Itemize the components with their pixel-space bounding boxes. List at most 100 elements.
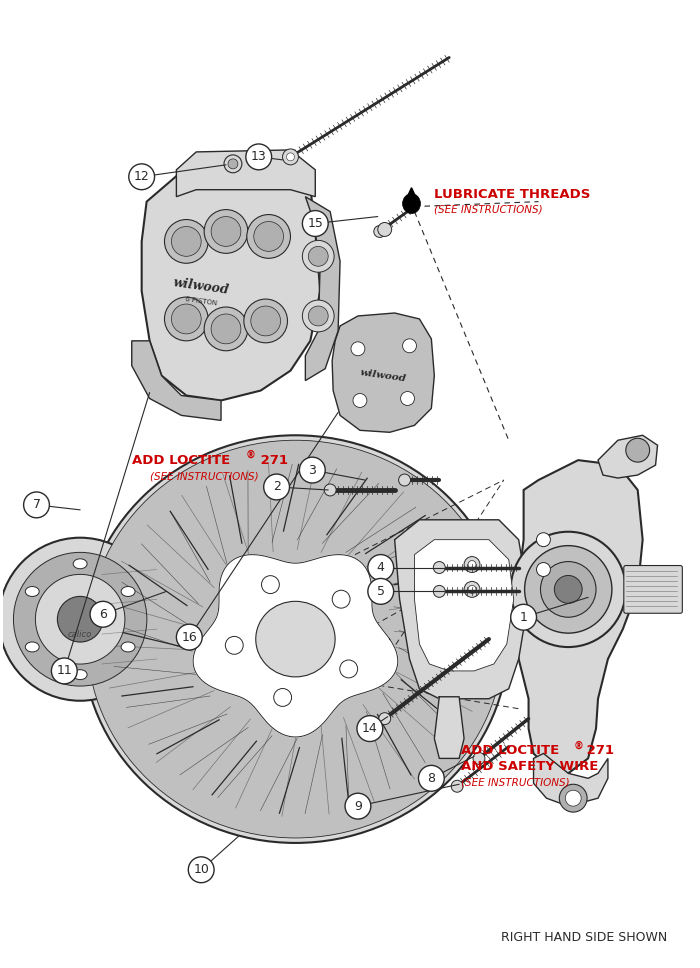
Circle shape: [626, 439, 650, 462]
Circle shape: [36, 574, 125, 664]
Circle shape: [284, 151, 296, 163]
Text: (SEE INSTRUCTIONS): (SEE INSTRUCTIONS): [461, 777, 570, 787]
FancyBboxPatch shape: [624, 565, 682, 614]
Ellipse shape: [256, 601, 335, 677]
Circle shape: [254, 222, 284, 252]
Circle shape: [274, 688, 292, 707]
Circle shape: [374, 226, 386, 237]
Circle shape: [419, 766, 444, 791]
Text: AND SAFETY WIRE: AND SAFETY WIRE: [461, 760, 598, 772]
Circle shape: [332, 590, 350, 608]
Ellipse shape: [25, 642, 39, 651]
Circle shape: [302, 240, 334, 272]
Circle shape: [357, 715, 383, 741]
Circle shape: [51, 658, 77, 683]
Polygon shape: [193, 555, 398, 737]
Circle shape: [176, 624, 202, 650]
Ellipse shape: [82, 436, 509, 843]
Circle shape: [224, 155, 242, 173]
Circle shape: [244, 299, 288, 343]
Circle shape: [251, 306, 281, 336]
Text: 10: 10: [193, 863, 209, 876]
Circle shape: [204, 210, 248, 254]
Circle shape: [308, 306, 328, 326]
Text: 6 PISTON: 6 PISTON: [185, 296, 218, 306]
Text: 5: 5: [377, 585, 385, 598]
Text: 13: 13: [251, 150, 267, 164]
Circle shape: [511, 531, 626, 647]
Circle shape: [378, 223, 392, 236]
Ellipse shape: [74, 670, 87, 680]
Text: 271: 271: [256, 454, 288, 467]
Polygon shape: [405, 188, 417, 200]
Text: 16: 16: [181, 630, 197, 644]
Circle shape: [511, 604, 536, 630]
Circle shape: [90, 601, 116, 627]
Polygon shape: [132, 341, 221, 420]
Circle shape: [300, 457, 326, 483]
Text: 12: 12: [134, 170, 150, 183]
Circle shape: [247, 215, 290, 258]
Text: 8: 8: [427, 771, 435, 785]
Text: 15: 15: [307, 217, 323, 230]
Circle shape: [402, 339, 416, 352]
Circle shape: [536, 562, 550, 577]
Circle shape: [368, 579, 393, 604]
Circle shape: [228, 159, 238, 168]
Circle shape: [398, 474, 410, 486]
Ellipse shape: [87, 440, 504, 838]
Circle shape: [324, 484, 336, 496]
Circle shape: [283, 149, 298, 165]
Circle shape: [468, 586, 476, 593]
Circle shape: [379, 712, 391, 725]
Circle shape: [368, 555, 393, 581]
Polygon shape: [434, 697, 464, 758]
Circle shape: [433, 586, 445, 597]
Circle shape: [302, 211, 328, 236]
Text: calico: calico: [68, 629, 92, 639]
Circle shape: [286, 153, 295, 161]
Circle shape: [554, 575, 582, 603]
Text: 7: 7: [32, 499, 41, 511]
Circle shape: [400, 391, 414, 406]
Polygon shape: [305, 197, 340, 380]
Text: ®: ®: [573, 741, 583, 750]
Circle shape: [302, 300, 334, 332]
Circle shape: [129, 164, 155, 190]
Text: 1: 1: [519, 611, 528, 623]
Text: 9: 9: [354, 800, 362, 813]
Polygon shape: [395, 520, 528, 699]
Circle shape: [24, 492, 50, 518]
Text: 2: 2: [272, 480, 281, 494]
Circle shape: [57, 596, 103, 642]
Circle shape: [473, 752, 485, 765]
Circle shape: [204, 307, 248, 350]
Text: wilwood: wilwood: [359, 368, 407, 383]
Circle shape: [433, 561, 445, 573]
Circle shape: [536, 532, 550, 547]
Circle shape: [264, 474, 290, 499]
Ellipse shape: [121, 642, 135, 651]
Circle shape: [211, 217, 241, 247]
Circle shape: [524, 546, 612, 633]
Ellipse shape: [74, 559, 87, 569]
Circle shape: [225, 636, 243, 654]
Circle shape: [468, 560, 476, 568]
Circle shape: [172, 227, 201, 257]
Circle shape: [452, 780, 463, 792]
Circle shape: [566, 790, 581, 806]
Circle shape: [164, 297, 208, 341]
Circle shape: [353, 394, 367, 408]
Polygon shape: [141, 169, 320, 401]
Polygon shape: [533, 753, 608, 806]
Circle shape: [188, 857, 214, 883]
Circle shape: [351, 342, 365, 356]
Text: 3: 3: [309, 464, 316, 476]
Circle shape: [13, 553, 147, 686]
Text: ADD LOCTITE: ADD LOCTITE: [461, 744, 559, 757]
Polygon shape: [414, 540, 514, 671]
Circle shape: [308, 247, 328, 266]
Text: 6: 6: [99, 608, 107, 620]
Text: ADD LOCTITE: ADD LOCTITE: [132, 454, 230, 467]
Polygon shape: [598, 436, 657, 478]
